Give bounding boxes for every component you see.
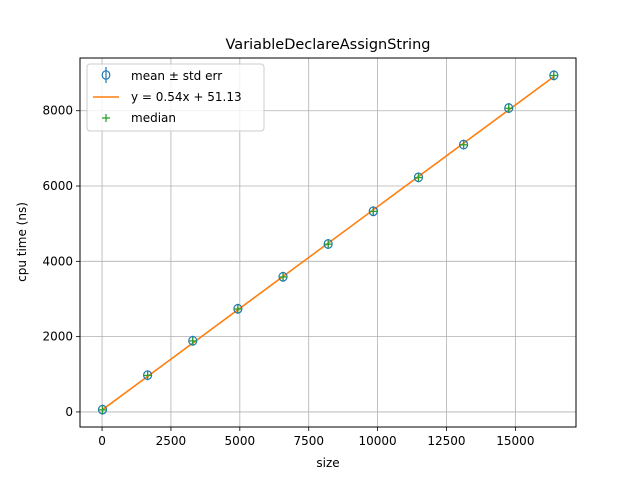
x-tick-label: 10000 <box>359 434 397 448</box>
legend-median-marker <box>102 114 110 122</box>
legend: mean ± std err y = 0.54x + 51.13 median <box>86 63 265 132</box>
median-point <box>324 240 333 249</box>
legend-mean-marker <box>101 67 111 83</box>
y-axis-ticks: 0 2000 4000 6000 8000 <box>42 104 80 419</box>
x-tick-label: 0 <box>98 434 106 448</box>
x-tick-label: 15000 <box>496 434 534 448</box>
legend-box <box>86 63 265 132</box>
median-point <box>188 336 197 345</box>
median-point <box>504 104 513 113</box>
x-axis-ticks: 0 2500 5000 7500 10000 12500 15000 <box>98 427 534 448</box>
legend-mean-label: mean ± std err <box>131 69 222 83</box>
median-point <box>414 173 423 182</box>
y-tick-label: 4000 <box>42 254 73 268</box>
median-point <box>459 140 468 149</box>
y-tick-label: 8000 <box>42 104 73 118</box>
legend-median-label: median <box>131 111 176 125</box>
x-tick-label: 5000 <box>225 434 256 448</box>
median-point <box>369 207 378 216</box>
y-tick-label: 6000 <box>42 179 73 193</box>
y-axis-label: cpu time (ns) <box>15 202 29 282</box>
axes-frame <box>79 57 577 428</box>
median-point <box>233 304 242 313</box>
median-point <box>143 371 152 380</box>
chart-title: VariableDeclareAssignString <box>226 37 431 53</box>
x-tick-label: 7500 <box>293 434 324 448</box>
x-tick-label: 2500 <box>156 434 187 448</box>
x-axis-label: size <box>316 456 339 470</box>
y-tick-label: 0 <box>65 405 73 419</box>
legend-fit-label: y = 0.54x + 51.13 <box>131 90 242 104</box>
median-point <box>98 405 107 414</box>
y-tick-label: 2000 <box>42 330 73 344</box>
x-tick-label: 12500 <box>427 434 465 448</box>
median-point <box>549 71 558 80</box>
data-layer <box>97 70 559 415</box>
median-point <box>279 272 288 281</box>
